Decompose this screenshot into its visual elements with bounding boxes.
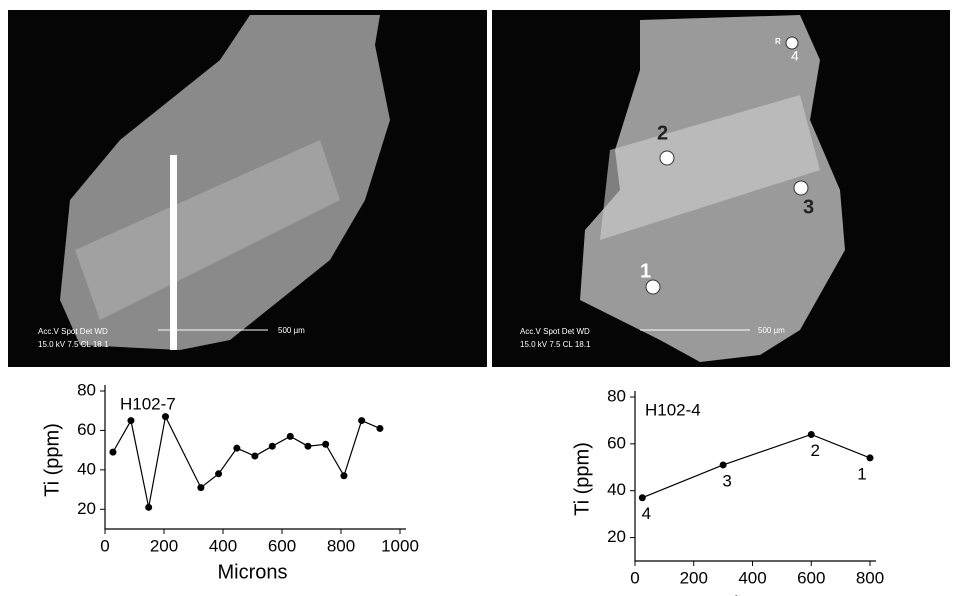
marker [145, 504, 152, 511]
spot-label: 2 [657, 122, 668, 144]
figure: Acc.V Spot Det WD 15.0 kV 7.5 CL 18.1 50… [0, 0, 957, 596]
marker [340, 472, 347, 479]
image-info: Acc.V Spot Det WD [38, 327, 108, 336]
x-tick-label: 600 [797, 568, 825, 587]
image-info: 15.0 kV 7.5 CL 18.1 [38, 340, 109, 349]
chart-title: H102-4 [645, 400, 701, 419]
spot [794, 181, 808, 195]
point-label: 3 [722, 471, 731, 490]
marker [269, 443, 276, 450]
marker [109, 449, 116, 456]
marker [251, 453, 258, 460]
x-tick-label: 800 [327, 536, 355, 555]
marker [162, 413, 169, 420]
spot-label: 4 [791, 48, 799, 64]
y-tick-label: 20 [77, 499, 96, 518]
marker [127, 417, 134, 424]
x-tick-label: 0 [630, 568, 639, 587]
scale-label: 500 µm [278, 326, 305, 335]
x-tick-label: 0 [100, 536, 109, 555]
line [113, 417, 380, 508]
y-axis-label: Ti (ppm) [571, 442, 593, 516]
marker [808, 431, 815, 438]
y-tick-label: 80 [77, 380, 96, 399]
y-tick-label: 60 [607, 433, 626, 452]
image-info: Acc.V Spot Det WD [520, 327, 590, 336]
point-label: 4 [642, 504, 651, 523]
x-tick-label: 800 [856, 568, 884, 587]
point-label: 2 [811, 441, 820, 460]
x-tick-label: 200 [150, 536, 178, 555]
x-tick-label: 400 [738, 568, 766, 587]
x-tick-label: 600 [268, 536, 296, 555]
spot [660, 151, 674, 165]
x-tick-label: 200 [680, 568, 708, 587]
y-tick-label: 40 [77, 459, 96, 478]
point-label: 1 [857, 464, 866, 483]
traverse-line [170, 155, 177, 350]
marker [867, 454, 874, 461]
marker [322, 441, 329, 448]
scale-label: 500 µm [758, 326, 785, 335]
y-tick-label: 40 [607, 480, 626, 499]
line [642, 434, 870, 497]
marker [304, 443, 311, 450]
y-tick-label: 80 [607, 386, 626, 405]
marker [287, 433, 294, 440]
marker [215, 470, 222, 477]
y-tick-label: 20 [607, 527, 626, 546]
spot-label: R [775, 37, 781, 46]
marker [376, 425, 383, 432]
image-info: 15.0 kV 7.5 CL 18.1 [520, 340, 591, 349]
marker [720, 461, 727, 468]
marker [358, 417, 365, 424]
x-tick-label: 400 [209, 536, 237, 555]
y-tick-label: 60 [77, 420, 96, 439]
x-axis-label: Microns [217, 561, 287, 583]
chart-title: H102-7 [120, 394, 176, 413]
spot-label: 3 [803, 196, 814, 218]
marker [639, 494, 646, 501]
marker [233, 445, 240, 452]
marker [197, 484, 204, 491]
spot-label: 1 [640, 260, 651, 282]
x-tick-label: 1000 [381, 536, 419, 555]
y-axis-label: Ti (ppm) [41, 423, 63, 497]
